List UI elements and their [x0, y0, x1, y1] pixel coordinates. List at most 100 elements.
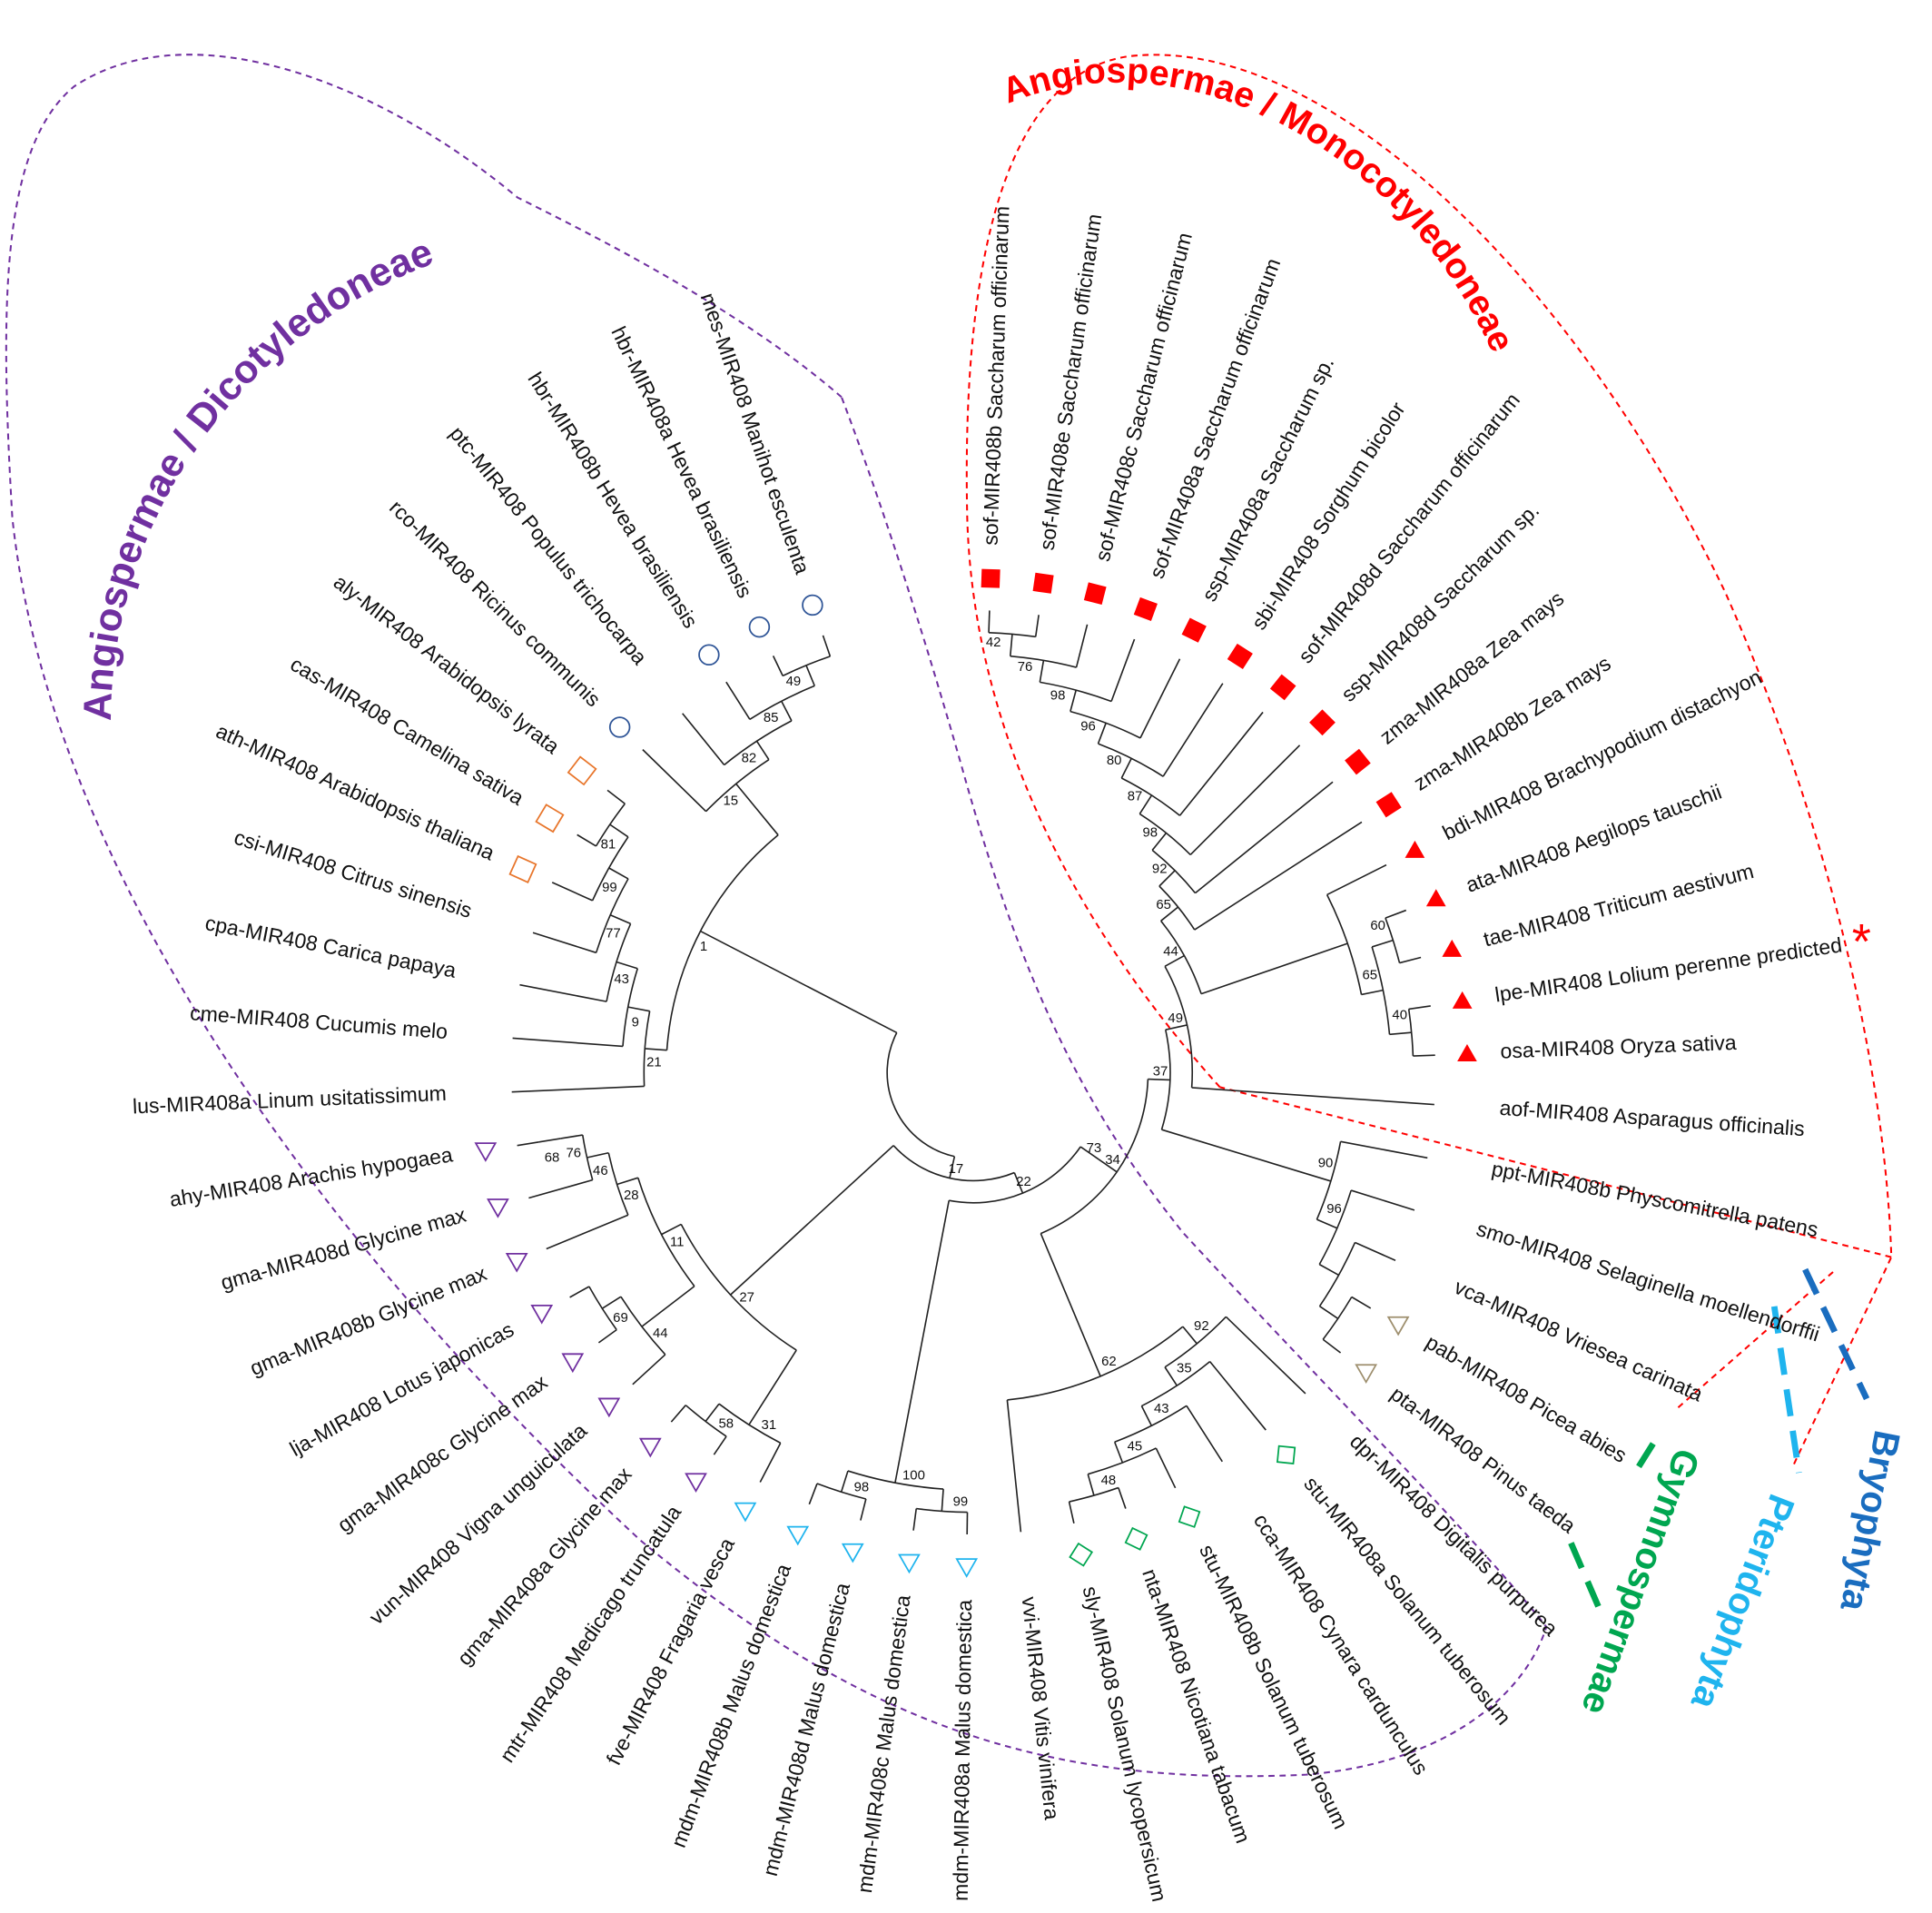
marker-open-circle — [802, 594, 823, 616]
leaf-marker — [1375, 792, 1402, 818]
branch — [1164, 1366, 1178, 1386]
branch-arc — [620, 1296, 666, 1356]
leaf-label: mtr-MIR408 Medicago truncatula — [495, 1501, 685, 1767]
bootstrap-value: 68 — [545, 1149, 560, 1165]
bootstrap-value: 92 — [1194, 1318, 1209, 1334]
leaf-label: cca-MIR408 Cynara cardunculus — [1249, 1509, 1434, 1779]
marker-open-down-triangle — [474, 1142, 498, 1162]
branch-arc — [1318, 1189, 1352, 1266]
leaf-marker — [1133, 597, 1158, 622]
bootstrap-value: 27 — [739, 1289, 754, 1305]
leaf-marker — [1083, 582, 1107, 606]
branch — [609, 823, 629, 838]
branch — [627, 1006, 650, 1012]
marker-square — [1227, 643, 1253, 669]
branch — [1186, 1405, 1223, 1463]
branch-arc — [1158, 885, 1196, 931]
branch — [840, 1470, 849, 1493]
bootstrap-value: 44 — [1163, 944, 1178, 960]
bootstrap-value: 96 — [1080, 719, 1096, 735]
bootstrap-value: 11 — [670, 1234, 684, 1249]
branch — [532, 932, 596, 954]
leaf-marker — [487, 1198, 509, 1218]
marker-open-diamond — [1276, 1445, 1296, 1464]
branch-arc — [718, 1403, 782, 1445]
branch-arc — [607, 1152, 629, 1216]
branch — [759, 1442, 782, 1483]
bootstrap-value: 90 — [1318, 1156, 1334, 1171]
leaf-label: aly-MIR408 Arabidopsis lyrata — [330, 570, 565, 759]
branch — [1075, 624, 1089, 668]
leaf-marker — [1178, 1505, 1201, 1528]
branch — [661, 1223, 682, 1236]
branch-arc — [847, 1470, 944, 1490]
branch-arc — [1164, 1316, 1227, 1368]
branch — [1318, 1263, 1339, 1277]
branch-arc — [1164, 965, 1194, 1088]
branch — [1355, 1241, 1396, 1262]
branch — [517, 1140, 539, 1147]
bootstrap-value: 48 — [1101, 1473, 1117, 1488]
branch — [1408, 1005, 1431, 1011]
branch — [511, 1085, 645, 1093]
bootstrap-value: 45 — [1128, 1439, 1143, 1454]
branch — [1068, 1501, 1075, 1523]
branch-arc — [643, 1011, 651, 1087]
bootstrap-value: 98 — [854, 1479, 870, 1494]
branch — [1118, 1487, 1127, 1509]
branch — [1164, 954, 1185, 968]
branch — [1113, 1441, 1124, 1464]
branch-arc — [665, 834, 779, 1050]
branch — [682, 713, 725, 765]
leaf-label: gma-MIR408a Glycine max — [452, 1462, 636, 1670]
branch — [1182, 1326, 1198, 1345]
branch — [512, 1037, 624, 1048]
branch-arc — [1088, 1447, 1157, 1475]
branch — [1413, 1054, 1435, 1057]
branch — [670, 1405, 686, 1423]
leaf-label: zma-MIR408a Zea mays — [1375, 587, 1569, 749]
marker-triangle — [1442, 939, 1463, 957]
branch — [519, 983, 607, 1002]
branch — [1340, 1140, 1428, 1159]
bootstrap-value: 37 — [1153, 1063, 1168, 1079]
leaf-label: lpe-MIR408 Lolium perenne predicted — [1493, 932, 1844, 1006]
bootstrap-value: 46 — [593, 1163, 608, 1178]
branch — [1139, 658, 1181, 739]
bootstrap-value: 43 — [1154, 1401, 1169, 1416]
marker-open-diamond — [1124, 1526, 1148, 1551]
leaf-marker — [505, 1252, 528, 1273]
leaf-marker — [1457, 1043, 1477, 1061]
branch-arc — [1371, 946, 1391, 1035]
branch-arc — [1114, 1405, 1188, 1444]
branch — [1158, 870, 1176, 887]
leaf-label: bdi-MIR408 Brachypodium distachyon — [1439, 665, 1766, 844]
leaf-label: rco-MIR408 Ricinus communis — [385, 495, 606, 711]
leaf-marker — [1452, 991, 1473, 1009]
marker-square — [1269, 674, 1296, 701]
marker-open-down-triangle — [955, 1558, 979, 1578]
branch — [735, 783, 779, 836]
leaf-marker — [474, 1142, 498, 1162]
leaf-marker — [597, 1397, 621, 1418]
marker-open-down-triangle — [561, 1353, 585, 1374]
branch — [1140, 1405, 1153, 1426]
leaf-label: ptc-MIR408 Populus trichocarpa — [445, 422, 652, 669]
branch-arc — [705, 758, 770, 813]
branch-arc — [1120, 777, 1181, 816]
bootstrap-value: 42 — [986, 635, 1001, 650]
bootstrap-value: 58 — [718, 1416, 734, 1432]
branch — [1225, 1316, 1306, 1395]
bootstrap-value: 15 — [723, 794, 738, 809]
marker-open-down-triangle — [597, 1397, 621, 1418]
leaf-label: sof-MIR408e Saccharum officinarum — [1035, 212, 1107, 552]
marker-open-down-triangle — [638, 1437, 662, 1458]
branch — [755, 740, 770, 761]
branch — [1151, 832, 1168, 851]
marker-open-down-triangle — [841, 1543, 864, 1563]
branch — [1034, 615, 1040, 637]
branch — [609, 913, 631, 925]
bootstrap-value: 62 — [1101, 1354, 1117, 1369]
bootstrap-value: 69 — [613, 1310, 628, 1326]
